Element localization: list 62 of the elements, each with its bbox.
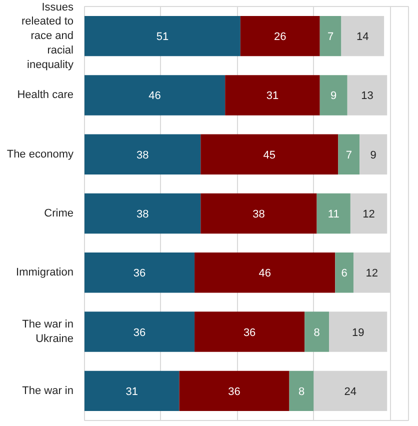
y-tick-label: Health care <box>17 89 74 102</box>
data-label: 51 <box>156 31 169 44</box>
bar <box>200 134 338 174</box>
bar <box>347 75 388 116</box>
data-label: 38 <box>252 208 265 220</box>
data-label: 38 <box>136 208 149 220</box>
bar <box>84 75 226 116</box>
bar <box>320 16 342 56</box>
bar <box>341 16 384 56</box>
bar <box>84 312 195 352</box>
bar <box>360 134 388 174</box>
bar <box>200 193 317 234</box>
bar <box>314 370 388 412</box>
data-label: 11 <box>328 208 340 220</box>
y-tick-label: The war in <box>22 384 74 397</box>
bar <box>194 312 305 352</box>
bar <box>84 134 201 174</box>
data-label: 26 <box>274 31 286 44</box>
bar <box>338 134 360 174</box>
y-tick-label: The economy <box>6 148 74 160</box>
bar <box>316 193 350 234</box>
data-label: 9 <box>330 90 337 102</box>
bar <box>240 16 320 56</box>
data-label: 7 <box>328 31 334 44</box>
bar <box>350 193 388 234</box>
bar <box>84 16 240 56</box>
bar <box>225 75 320 116</box>
data-label: 9 <box>370 149 376 162</box>
y-tick-label: Immigration <box>16 266 74 279</box>
data-label: 6 <box>341 268 348 280</box>
bar <box>304 312 330 352</box>
bar <box>84 252 195 293</box>
bar <box>194 252 336 293</box>
bar <box>289 370 314 412</box>
y-tick-label: The war in Ukraine <box>22 318 74 345</box>
data-label: 12 <box>362 208 375 220</box>
data-label: 31 <box>266 90 279 102</box>
bar <box>179 370 290 412</box>
data-label: 36 <box>243 326 256 339</box>
data-label: 13 <box>361 90 374 102</box>
data-label: 31 <box>126 386 138 398</box>
data-label: 46 <box>258 268 271 280</box>
data-label: 14 <box>356 31 369 44</box>
data-label: 12 <box>366 268 378 280</box>
data-label: 8 <box>298 386 305 398</box>
bar <box>320 75 348 116</box>
y-tick-label: Crime <box>44 208 74 220</box>
bar <box>335 252 354 293</box>
data-label: 38 <box>136 149 149 162</box>
bar <box>84 193 201 234</box>
data-label: 45 <box>263 149 276 162</box>
bar <box>84 370 180 412</box>
y-tick-label: Issues releated to race and racial inequality <box>22 1 74 71</box>
data-label: 19 <box>352 326 364 339</box>
data-label: 36 <box>133 326 146 339</box>
data-label: 36 <box>133 268 146 280</box>
data-label: 8 <box>314 326 320 339</box>
data-label: 24 <box>344 386 357 398</box>
data-label: 7 <box>346 149 352 162</box>
data-label: 36 <box>228 386 240 398</box>
bar <box>329 312 388 352</box>
data-label: 46 <box>148 90 161 102</box>
